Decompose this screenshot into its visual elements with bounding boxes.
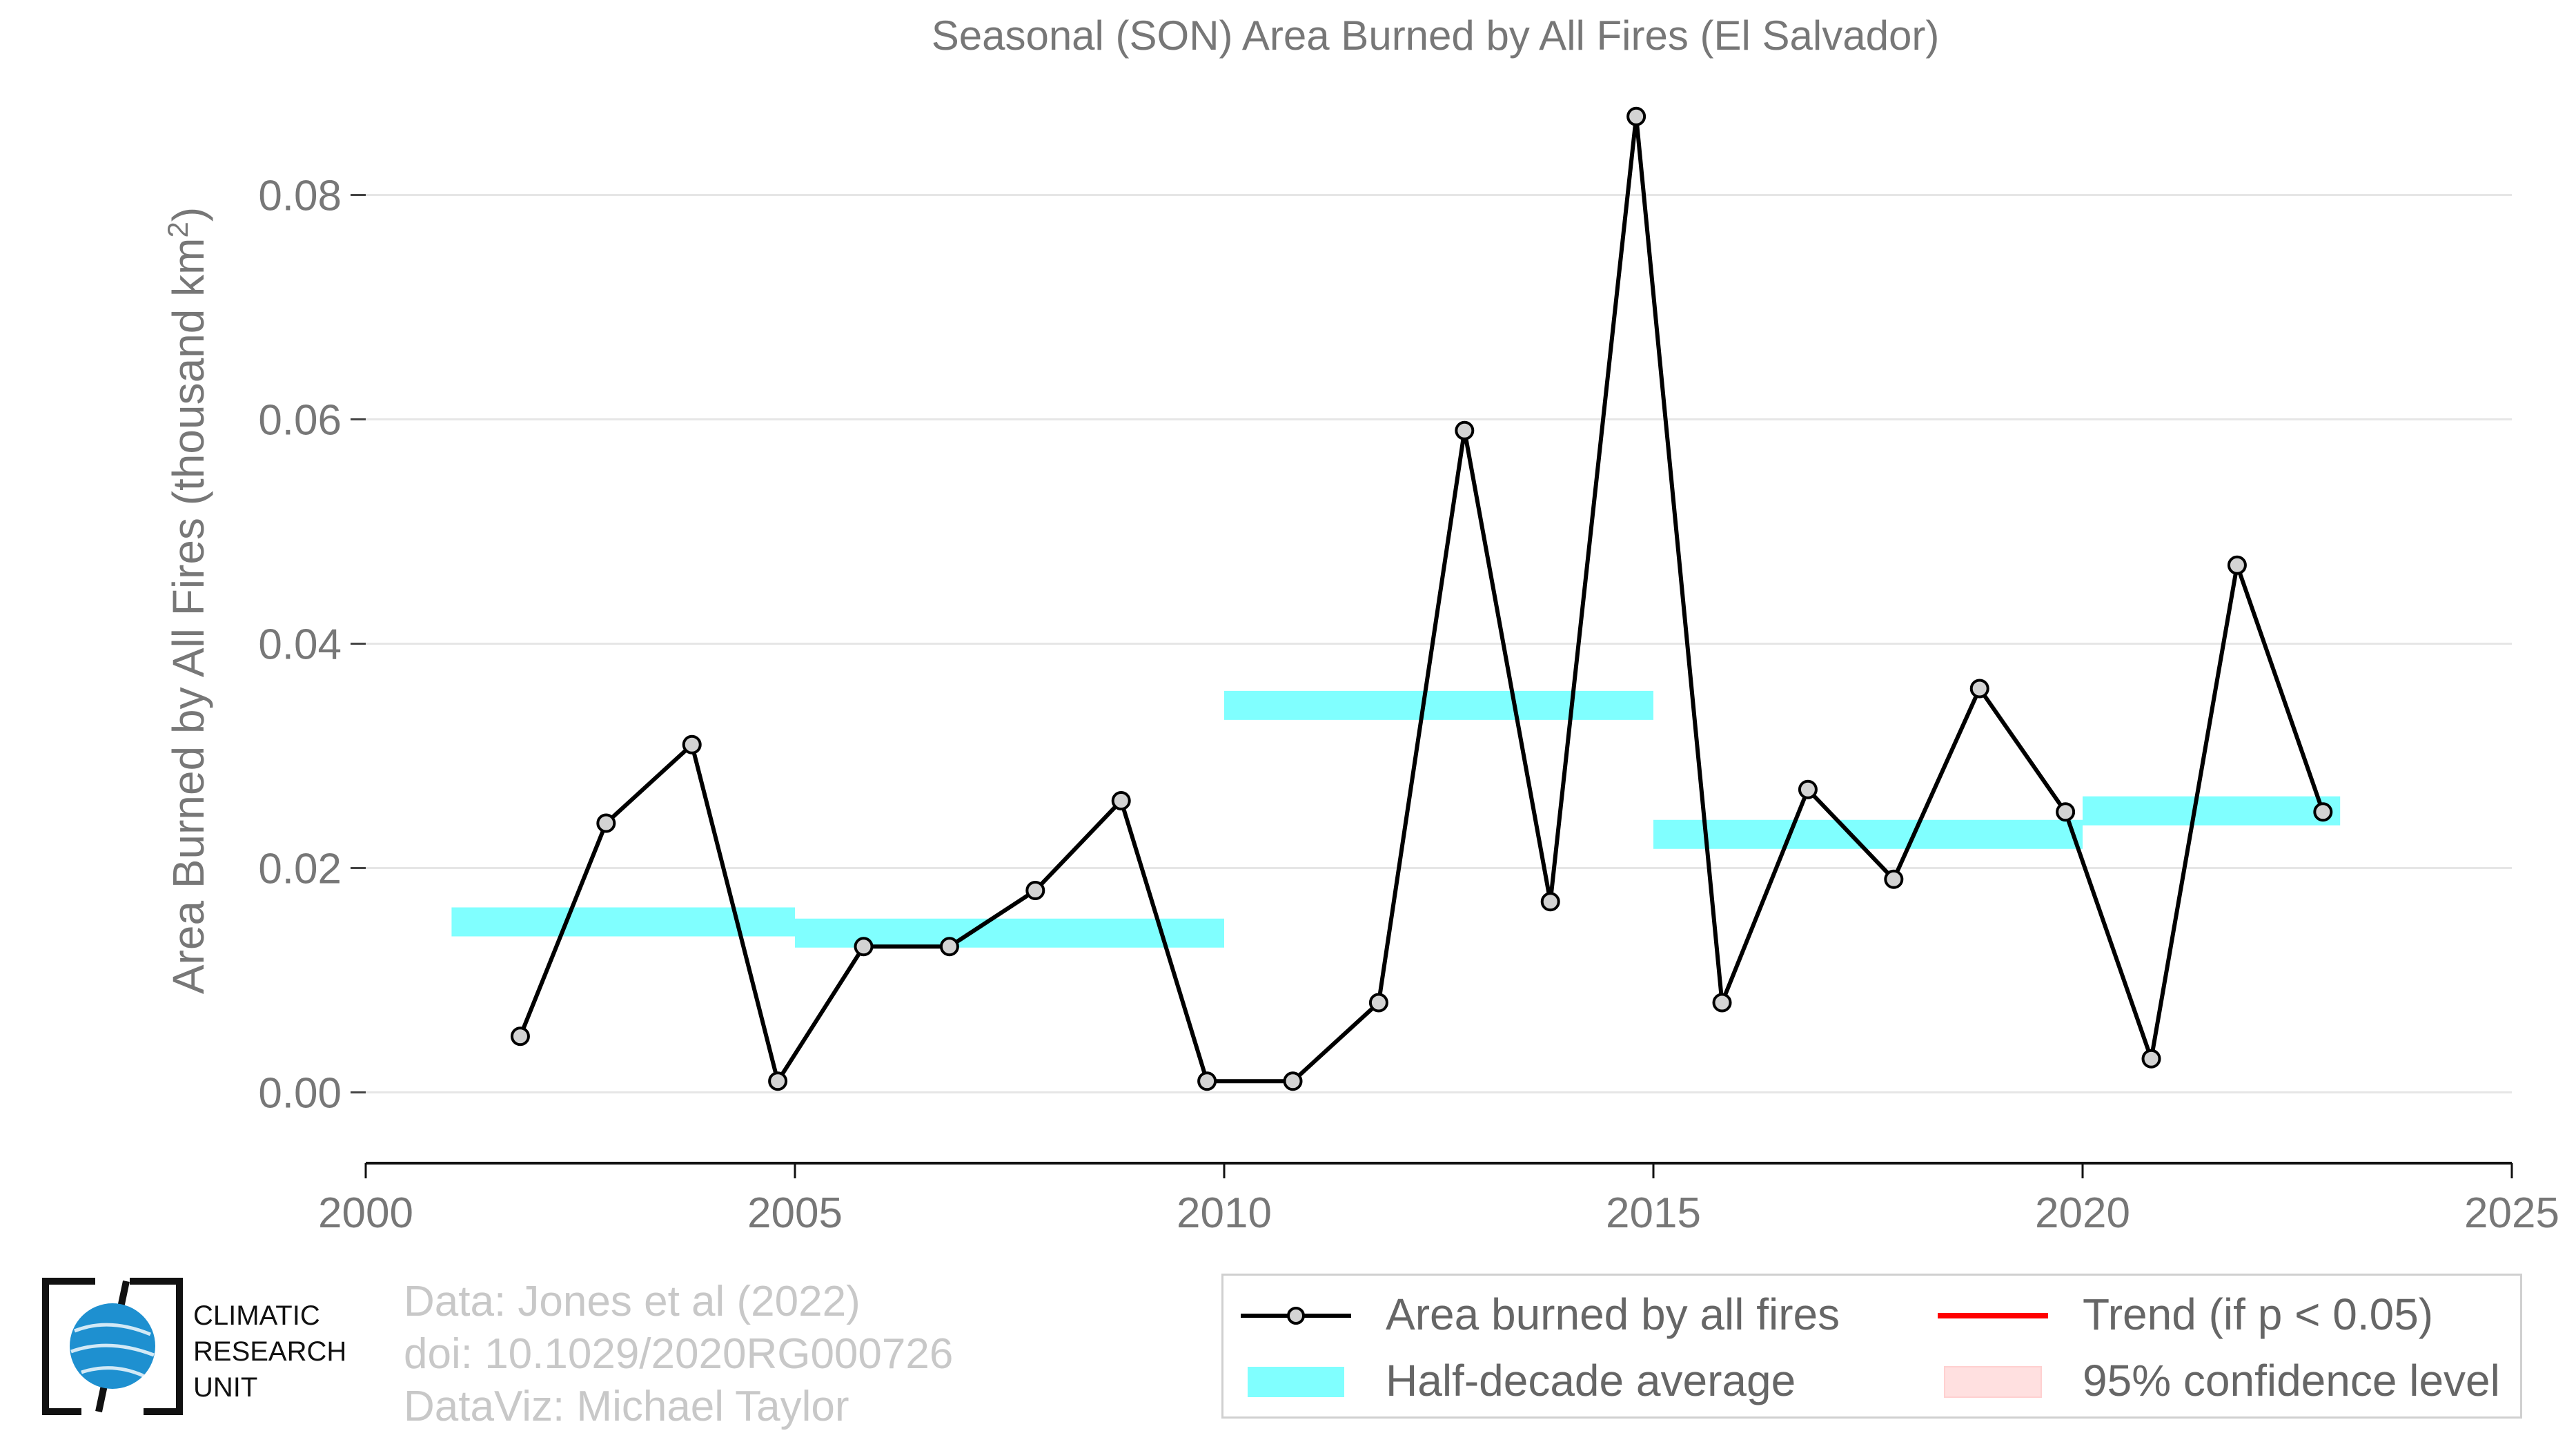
data-point [2141,1049,2161,1069]
legend: Area burned by all fires Trend (if p < 0… [1221,1274,2522,1419]
data-point [1884,869,1904,889]
legend-line-marker-icon [1241,1307,1351,1325]
y-tick-label: 0.02 [258,846,342,893]
legend-label-area-burned: Area burned by all fires [1386,1289,1840,1339]
data-point [1540,892,1560,912]
half-decade-average-bars [451,690,2341,948]
data-point [1798,779,1818,799]
legend-label-trend: Trend (if p < 0.05) [2083,1289,2434,1339]
data-point [682,734,702,754]
data-point [1969,679,1989,699]
logo-line-1: CLIMATIC [193,1301,320,1331]
series-line [518,114,2326,1084]
x-tick-label: 2015 [1606,1189,1701,1237]
cru-logo [40,1276,185,1417]
logo-line-2: RESEARCH [193,1336,347,1367]
data-point [1283,1071,1303,1091]
y-tick-label: 0.04 [258,621,342,669]
cru-logo-text: CLIMATIC RESEARCH UNIT [193,1298,346,1405]
logo-line-3: UNIT [193,1372,258,1403]
data-point [854,937,874,957]
y-tick-label: 0.00 [258,1070,342,1118]
legend-label-half-decade: Half-decade average [1386,1356,1796,1405]
cru-logo-icon [42,1278,183,1415]
x-tick-label: 2020 [2035,1189,2130,1237]
data-point [2313,802,2333,822]
legend-cyan-band-icon [1248,1367,1344,1397]
data-point [939,937,959,957]
chart-title: Seasonal (SON) Area Burned by All Fires … [932,12,1940,59]
data-point [510,1026,530,1046]
half-decade-average-bar [1653,819,2083,849]
data-point [2227,555,2247,575]
x-tick-label: 2000 [318,1189,413,1237]
data-point [768,1071,788,1091]
x-tick-label: 2010 [1177,1189,1272,1237]
x-tick-label: 2005 [747,1189,843,1237]
data-point [1111,791,1131,810]
data-point [1368,993,1388,1013]
data-point [1712,993,1732,1013]
data-point [596,813,616,833]
data-point [1626,106,1646,126]
data-point [2056,802,2076,822]
series-points [510,106,2333,1091]
grid-lines [366,194,2512,1093]
axes: 0.00 0.02 0.04 0.06 0.08 2000 2005 2010 2015 2020… [258,173,2559,1238]
data-point [1455,420,1475,440]
legend-pink-band-icon [1944,1366,2042,1398]
credit-doi: doi: 10.1029/2020RG000726 [404,1330,954,1378]
y-axis-label: Area Burned by All Fires (thousand km2) [161,207,214,994]
legend-trend-line-icon [1938,1313,2048,1318]
series-line-path [518,114,2326,1084]
y-tick-label: 0.06 [258,397,342,445]
half-decade-average-bar [451,907,795,937]
y-tick-label: 0.08 [258,173,342,220]
legend-label-confidence: 95% confidence level [2083,1356,2500,1405]
x-tick-label: 2025 [2464,1189,2559,1237]
half-decade-average-bar [2083,796,2341,826]
credit-dataviz: DataViz: Michael Taylor [404,1383,849,1430]
half-decade-average-bar [1224,690,1653,720]
data-point [1025,881,1045,900]
data-credits: Data: Jones et al (2022) doi: 10.1029/20… [404,1276,953,1433]
credit-source: Data: Jones et al (2022) [404,1278,861,1325]
data-point [1197,1071,1217,1091]
